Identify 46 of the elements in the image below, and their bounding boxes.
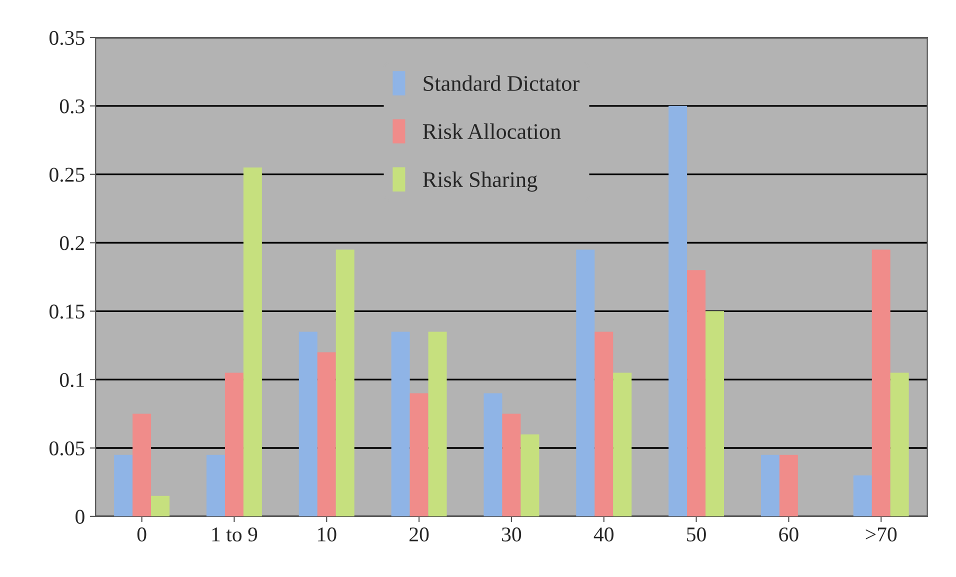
- bar: [114, 454, 133, 516]
- legend-label: Risk Sharing: [422, 171, 538, 192]
- y-tick-label: 0.1: [60, 372, 84, 388]
- bar: [890, 372, 909, 516]
- bar: [853, 475, 872, 516]
- bar: [298, 332, 318, 516]
- y-tick-label: 0.15: [50, 304, 84, 319]
- bar: [760, 454, 780, 516]
- x-tick-label: 50: [687, 527, 706, 542]
- bar: [779, 454, 798, 516]
- bar: [502, 414, 521, 516]
- bar: [687, 270, 706, 516]
- x-tick-label: 20: [410, 527, 429, 542]
- bar: [668, 106, 688, 516]
- legend-label: Risk Allocation: [422, 123, 561, 140]
- y-tick-label: 0.05: [50, 441, 84, 456]
- legend-label: Standard Dictator: [424, 75, 580, 91]
- bar: [224, 372, 244, 516]
- x-tick-label: >70: [866, 527, 897, 542]
- bar: [410, 393, 428, 516]
- bar: [594, 332, 614, 516]
- bar: [613, 372, 632, 516]
- y-tick-label: 0.2: [60, 236, 84, 250]
- bar: [336, 250, 354, 516]
- bar: [132, 414, 152, 516]
- x-tick-label: 40: [594, 527, 614, 542]
- bar: [243, 167, 262, 516]
- x-tick-label: 10: [318, 527, 336, 542]
- bar: [428, 332, 447, 516]
- bar: [206, 454, 225, 516]
- x-tick-label: 60: [779, 527, 798, 542]
- y-tick-label: 0: [76, 510, 84, 524]
- bar: [391, 332, 410, 516]
- y-tick-label: 0.3: [60, 99, 84, 114]
- y-tick-label: 0.35: [50, 30, 84, 46]
- bar: [317, 352, 336, 516]
- bar: [520, 434, 540, 516]
- bar: [706, 311, 724, 516]
- y-tick-label: 0.25: [50, 168, 84, 182]
- x-tick-label: 30: [502, 527, 522, 542]
- bar: [484, 393, 502, 516]
- x-tick-label: 0: [137, 527, 146, 542]
- bar: [151, 496, 170, 516]
- x-tick-label: 1 to 9: [212, 527, 258, 542]
- bar: [872, 250, 890, 516]
- bar: [576, 250, 595, 516]
